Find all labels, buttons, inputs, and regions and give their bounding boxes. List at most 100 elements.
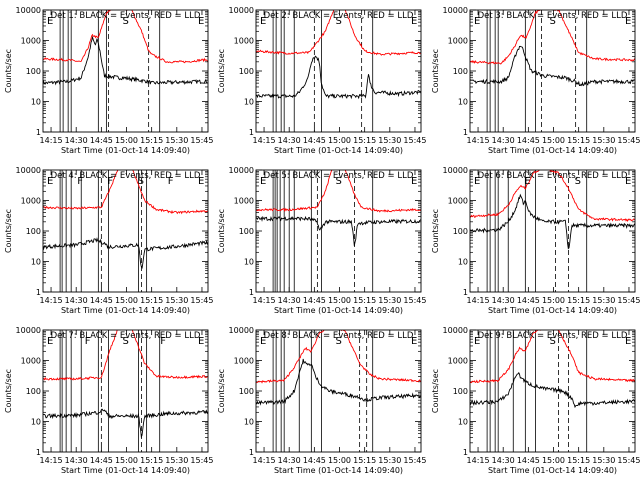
plot-frame (42, 9, 209, 133)
x-tick-label: 15:30 (592, 136, 615, 145)
y-axis-label: Counts/sec (431, 369, 440, 413)
x-axis-label: Start Time (01-Oct-14 14:09:40) (61, 466, 190, 475)
detector-panel-7: 1 10 100 1000 10000 14:15 14:30 14:45 15:00 15:15… (4, 326, 213, 475)
x-tick-label: 14:30 (278, 136, 301, 145)
x-tick-label: 15:00 (328, 456, 351, 465)
x-tick-label: 15:45 (617, 136, 640, 145)
detector-panel-1: 1 10 100 1000 10000 14:15 14:30 14:45 15:00 15:15… (4, 6, 213, 155)
x-tick-label: 15:30 (165, 136, 188, 145)
x-tick-label: 15:00 (115, 296, 138, 305)
plot-frame (469, 169, 636, 293)
y-axis-label: Counts/sec (217, 49, 226, 93)
y-tick-label: 10 (31, 98, 41, 107)
x-tick-label: 15:15 (567, 136, 590, 145)
y-tick-label: 100 (26, 227, 41, 236)
y-tick-label: 1 (463, 448, 468, 457)
events-series (43, 35, 208, 86)
x-tick-label: 15:15 (353, 136, 376, 145)
x-axis-label: Start Time (01-Oct-14 14:09:40) (274, 466, 403, 475)
interval-marker: E (260, 16, 266, 27)
x-axis-label: Start Time (01-Oct-14 14:09:40) (488, 466, 617, 475)
x-tick-label: 15:45 (617, 456, 640, 465)
detector-panel-2: 1 10 100 1000 10000 14:15 14:30 14:45 15:00 15:15… (217, 6, 426, 155)
x-tick-label: 14:15 (40, 136, 63, 145)
y-tick-label: 1 (463, 288, 468, 297)
interval-marker: E (474, 336, 480, 347)
x-tick-label: 15:00 (542, 296, 565, 305)
interval-marker: S (123, 16, 129, 27)
plot-frame (255, 329, 422, 453)
interval-marker: E (47, 336, 53, 347)
y-tick-label: 1000 (234, 357, 254, 366)
x-axis-label: Start Time (01-Oct-14 14:09:40) (61, 306, 190, 315)
events-series (43, 408, 208, 439)
interval-marker: E (474, 176, 480, 187)
interval-marker: E (411, 16, 417, 27)
x-tick-label: 15:00 (115, 136, 138, 145)
y-tick-label: 10 (31, 258, 41, 267)
plot-area (256, 10, 421, 132)
interval-marker: S (123, 336, 129, 347)
x-tick-label: 15:30 (165, 456, 188, 465)
interval-marker: E (625, 336, 631, 347)
y-tick-label: 100 (239, 227, 254, 236)
interval-marker: F (160, 336, 166, 347)
interval-marker: E (524, 176, 530, 187)
y-axis-label: Counts/sec (431, 209, 440, 253)
x-tick-label: 14:15 (253, 136, 276, 145)
x-tick-label: 15:15 (353, 456, 376, 465)
y-tick-label: 1 (249, 288, 254, 297)
x-tick-label: 14:45 (90, 456, 113, 465)
x-tick-label: 14:30 (492, 456, 515, 465)
x-tick-label: 15:15 (567, 296, 590, 305)
x-tick-label: 14:30 (492, 136, 515, 145)
events-series (470, 371, 635, 409)
y-tick-label: 10 (244, 418, 254, 427)
y-tick-label: 10000 (229, 6, 254, 15)
plot-area (470, 170, 635, 292)
lld-series (256, 10, 421, 56)
interval-marker: E (625, 176, 631, 187)
y-tick-label: 100 (26, 387, 41, 396)
y-tick-label: 1000 (234, 197, 254, 206)
x-tick-label: 15:30 (378, 296, 401, 305)
x-tick-label: 15:45 (403, 136, 426, 145)
y-tick-label: 10000 (443, 6, 468, 15)
panel-title: Det 5: BLACK = Events, RED = LLD (264, 171, 414, 181)
x-tick-label: 14:15 (40, 296, 63, 305)
detector-panel-4: 1 10 100 1000 10000 14:15 14:30 14:45 15:00 15:15… (4, 166, 213, 315)
x-tick-label: 14:45 (517, 456, 540, 465)
plot-frame (42, 329, 209, 453)
panel-title: Det 1: BLACK = Events, RED = LLD (51, 11, 201, 21)
interval-marker: E (198, 176, 204, 187)
y-tick-label: 10000 (443, 326, 468, 335)
lld-series (256, 170, 421, 213)
x-tick-label: 15:15 (567, 456, 590, 465)
lld-series (470, 170, 635, 223)
x-tick-label: 15:30 (165, 296, 188, 305)
y-tick-label: 100 (239, 67, 254, 76)
y-tick-label: 10000 (229, 326, 254, 335)
interval-marker: S (336, 176, 342, 187)
x-tick-label: 15:30 (378, 456, 401, 465)
x-tick-label: 14:45 (517, 136, 540, 145)
x-tick-label: 15:15 (140, 456, 163, 465)
x-tick-label: 15:15 (353, 296, 376, 305)
plot-frame (255, 9, 422, 133)
x-tick-label: 14:30 (65, 296, 88, 305)
y-tick-label: 10000 (443, 166, 468, 175)
y-tick-label: 10000 (16, 326, 41, 335)
x-tick-label: 14:45 (517, 296, 540, 305)
plot-area (43, 330, 208, 452)
y-tick-label: 10 (458, 98, 468, 107)
panel-title: Det 6: BLACK = Events, RED = LLD (478, 171, 628, 181)
panel-title: Det 3: BLACK = Events, RED = LLD (478, 11, 628, 21)
y-tick-label: 10 (244, 98, 254, 107)
x-tick-label: 14:30 (278, 456, 301, 465)
interval-marker: E (47, 16, 53, 27)
x-tick-label: 14:15 (467, 136, 490, 145)
x-axis-label: Start Time (01-Oct-14 14:09:40) (488, 306, 617, 315)
plot-area (470, 10, 635, 132)
panel-title: Det 8: BLACK = Events, RED = LLD (264, 331, 414, 341)
